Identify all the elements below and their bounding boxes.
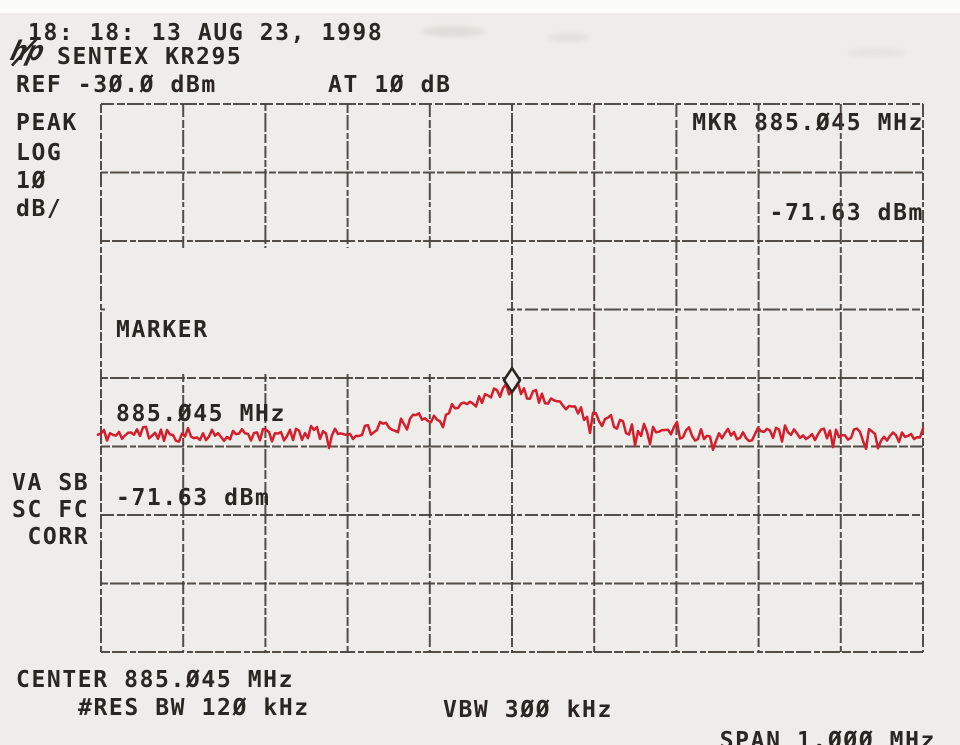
attenuation-readout: AT 1Ø dB xyxy=(328,72,452,98)
timestamp: 18: 18: 13 AUG 23, 1998 xyxy=(28,20,384,46)
spectrum-trace xyxy=(96,382,925,452)
detector-mode-label: PEAK xyxy=(16,110,78,136)
status-flag-corr: CORR xyxy=(12,524,90,550)
video-bandwidth-readout: VBW 3ØØ kHz xyxy=(443,697,613,723)
resolution-bandwidth-readout: #RES BW 12Ø kHz xyxy=(78,695,310,721)
text-blank-area xyxy=(105,248,507,374)
scan-smudge xyxy=(420,26,486,37)
scan-smudge xyxy=(848,48,906,57)
span-sweep-block: SPAN 1.ØØØ MHz SWP 2Ø.Ø msec xyxy=(720,669,936,745)
status-flag-sc-fc: SC FC xyxy=(12,497,90,523)
scale-value-label: 1Ø xyxy=(16,168,47,194)
status-flag-va-sb: VA SB xyxy=(12,470,90,496)
center-frequency-readout: CENTER 885.Ø45 MHz xyxy=(16,667,295,693)
marker-annotation-title: MARKER xyxy=(116,317,209,343)
marker-amplitude-readout: -71.63 dBm xyxy=(769,200,924,226)
scan-smudge xyxy=(548,33,590,42)
scale-type-label: LOG xyxy=(16,140,63,166)
marker-annotation-amplitude: -71.63 dBm xyxy=(116,485,271,511)
marker-annotation-block: MARKER 885.Ø45 MHz -71.63 dBm xyxy=(116,260,286,568)
marker-annotation-frequency: 885.Ø45 MHz xyxy=(116,401,286,427)
ref-level-readout: REF -3Ø.Ø dBm xyxy=(16,72,217,98)
span-readout: SPAN 1.ØØØ MHz xyxy=(719,728,936,745)
scale-unit-label: dB/ xyxy=(16,196,63,222)
marker-frequency-readout: MKR 885.Ø45 MHz xyxy=(692,110,924,136)
device-label: SENTEX KR295 xyxy=(57,44,243,70)
marker-diamond-icon xyxy=(502,365,522,395)
marker-readout: MKR 885.Ø45 MHz -71.63 dBm xyxy=(692,48,924,288)
scan-edge-strip xyxy=(0,0,960,13)
